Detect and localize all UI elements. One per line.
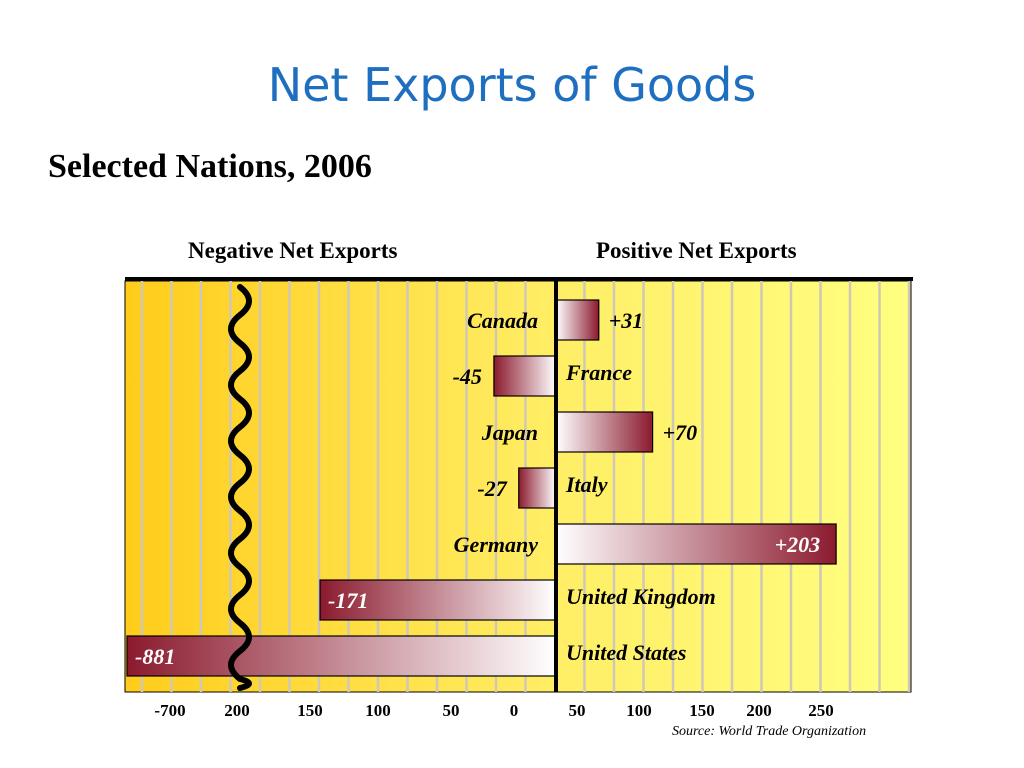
negative-heading: Negative Net Exports — [188, 238, 398, 263]
category-label: Japan — [481, 420, 538, 445]
bar — [126, 635, 557, 677]
x-tick-label: 50 — [443, 701, 460, 720]
source-note: Source: World Trade Organization — [672, 724, 867, 739]
x-tick-label: 100 — [365, 701, 391, 720]
x-tick-label: 150 — [689, 701, 715, 720]
x-tick-label: -700 — [154, 701, 185, 720]
positive-heading: Positive Net Exports — [596, 238, 797, 263]
x-tick-label: 0 — [510, 701, 519, 720]
plot-area — [124, 280, 912, 693]
category-label: United Kingdom — [566, 584, 716, 609]
data-label: +31 — [609, 308, 644, 333]
bar — [493, 355, 557, 397]
category-label: United States — [566, 640, 686, 665]
data-label: +70 — [663, 420, 698, 445]
slide-title: Net Exports of Goods — [267, 58, 757, 112]
data-label: +203 — [775, 532, 821, 557]
x-tick-label: 200 — [746, 701, 772, 720]
axis-break-line — [228, 284, 252, 691]
data-label: -881 — [135, 644, 175, 669]
bar — [555, 299, 600, 341]
bar — [555, 411, 654, 453]
bar — [555, 523, 837, 565]
category-label: France — [565, 360, 632, 385]
x-tick-label: 100 — [626, 701, 652, 720]
category-label: Canada — [467, 308, 538, 333]
x-tick-label: 250 — [808, 701, 834, 720]
slide-subtitle: Selected Nations, 2006 — [48, 148, 372, 185]
category-label: Germany — [454, 532, 539, 557]
data-label: -171 — [328, 588, 368, 613]
data-label: -27 — [477, 476, 507, 501]
x-tick-label: 50 — [569, 701, 586, 720]
data-label: -45 — [453, 364, 482, 389]
category-label: Italy — [565, 472, 608, 497]
x-tick-label: 150 — [297, 701, 323, 720]
bar — [319, 579, 557, 621]
x-tick-label: 200 — [224, 701, 250, 720]
bar — [518, 467, 557, 509]
